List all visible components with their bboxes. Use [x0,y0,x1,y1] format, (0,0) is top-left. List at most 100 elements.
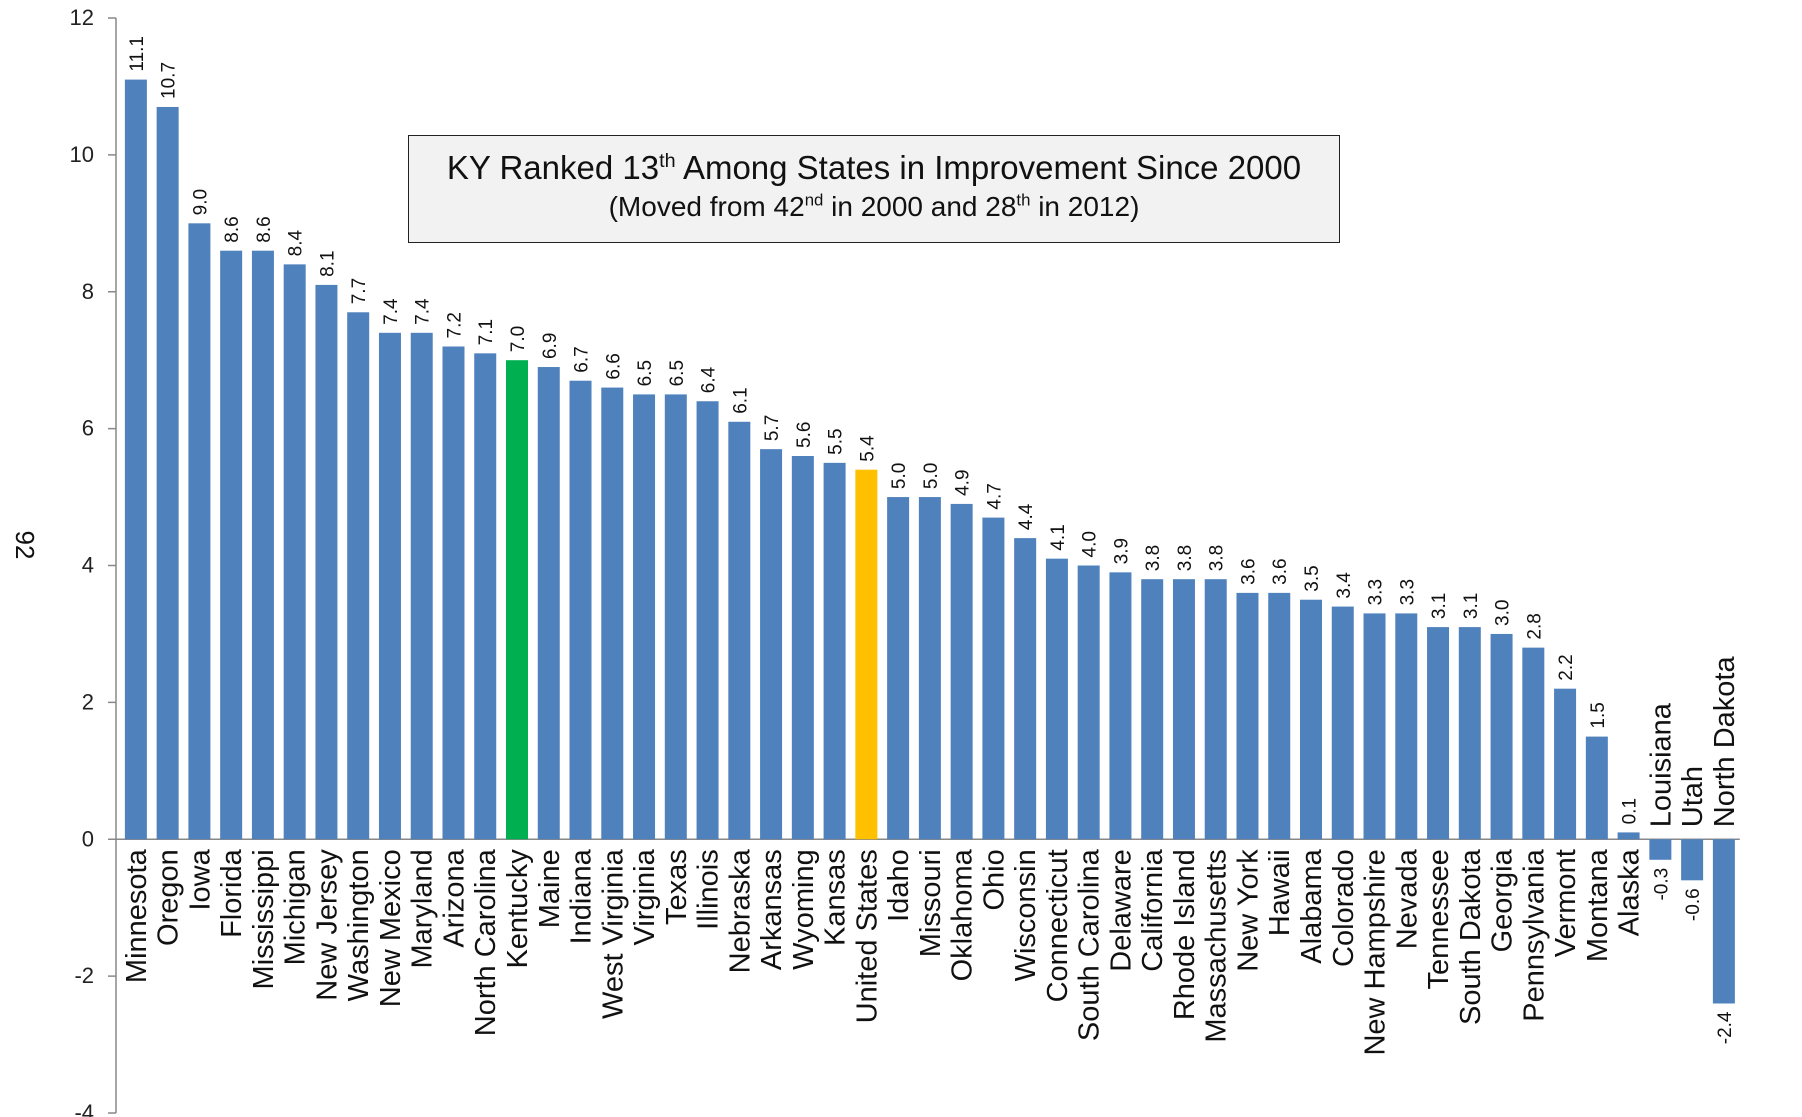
value-label: 2.2 [1556,654,1577,680]
value-label: 3.3 [1366,579,1387,605]
category-label: Kentucky [502,849,534,969]
bar [537,367,560,840]
category-label: Michigan [280,849,312,965]
value-label: 4.0 [1080,531,1101,557]
value-label: 2.8 [1524,613,1545,639]
value-label: -2.4 [1715,1011,1736,1044]
category-label: North Carolina [470,848,502,1036]
category-label: South Dakota [1455,848,1487,1025]
value-labels: 11.1 10.7 9.0 8.6 8.6 8.4 8.1 7.7 7.4 7.4 7.2 7.1 7.… [127,36,1736,1044]
bar [1300,599,1322,840]
category-label: Arizona [438,848,470,947]
bar [823,462,846,840]
bar [696,401,719,840]
value-label: 6.5 [635,360,656,386]
bar [791,456,814,840]
category-label: Utah [1677,766,1709,827]
value-label: 3.0 [1493,600,1514,626]
category-label: Maryland [407,849,439,968]
y-tick-label: 4 [82,553,94,578]
category-label: Delaware [1105,849,1137,972]
bars [124,79,1735,1004]
bar [1554,688,1577,840]
bar [347,312,370,840]
value-label: 3.9 [1111,538,1132,564]
value-label: 8.6 [222,216,243,242]
value-label: 8.6 [254,216,275,242]
bar [1331,606,1354,840]
value-label: 7.4 [381,298,402,325]
value-label: 3.3 [1397,579,1418,605]
category-label: Illinois [693,849,725,930]
category-label: Vermont [1550,849,1582,957]
value-label: 7.1 [476,319,497,345]
category-label: Rhode Island [1169,849,1201,1020]
bar [1395,613,1418,840]
category-label: New Jersey [311,849,343,1001]
value-label: 3.1 [1461,593,1482,619]
bar [378,332,401,840]
value-label: 4.1 [1048,524,1069,550]
category-label: United States [851,849,883,1023]
bar [1712,839,1735,1004]
category-label: Tennessee [1423,849,1455,989]
value-label: 9.0 [190,189,211,215]
bar [1045,558,1068,840]
category-label: New Hampshire [1360,849,1392,1055]
value-label: 3.8 [1207,545,1228,571]
category-label: New Mexico [375,849,407,1007]
category-label: Texas [661,849,693,925]
value-label: 1.5 [1588,702,1609,728]
category-label: Pennsylvania [1518,848,1550,1021]
bar [156,106,179,840]
bar [982,517,1005,840]
value-label: 3.8 [1175,545,1196,571]
bar [887,497,910,840]
category-label: Alaska [1614,848,1646,936]
value-label: -0.6 [1683,888,1704,921]
value-label: 8.4 [286,230,307,257]
value-label: 6.5 [667,360,688,386]
category-label: Massachusetts [1201,849,1233,1042]
bar [1427,627,1450,840]
value-label: -0.3 [1651,868,1672,901]
value-label: 0.1 [1620,798,1641,824]
bar [1585,736,1608,840]
bar [1490,633,1513,840]
category-label: West Virginia [597,848,629,1019]
bar [410,332,433,840]
y-axis-label: 92 [10,531,40,560]
category-label: Nebraska [724,848,756,973]
category-label: Hawaii [1264,849,1296,936]
category-label: Kansas [820,849,852,946]
bar [950,503,973,840]
value-label: 5.0 [921,463,942,489]
bar [1649,839,1672,860]
y-tick-label: 12 [70,5,94,30]
value-label: 11.1 [127,36,148,72]
category-label: North Dakota [1709,656,1741,828]
value-label: 4.4 [1016,503,1037,530]
bar [442,346,465,840]
category-label: Oregon [153,849,185,946]
bar [855,469,878,840]
annotation-line-1: KY Ranked 13th Among States in Improveme… [446,149,1302,186]
value-label: 3.4 [1334,572,1355,599]
category-label: Wyoming [788,849,820,970]
bar [569,380,592,840]
bar [1141,579,1164,840]
category-label: Washington [343,849,375,1001]
bar [1458,627,1481,840]
bar [1363,613,1386,840]
y-tick-label: -2 [74,963,94,988]
value-label: 3.1 [1429,593,1450,619]
bar [251,250,274,840]
value-label: 3.6 [1238,558,1259,584]
bar [601,387,624,840]
bar [633,394,656,840]
category-label: Iowa [184,848,216,910]
category-label: South Carolina [1074,848,1106,1041]
y-tick-label: 0 [82,826,94,851]
category-label: Ohio [978,849,1010,910]
